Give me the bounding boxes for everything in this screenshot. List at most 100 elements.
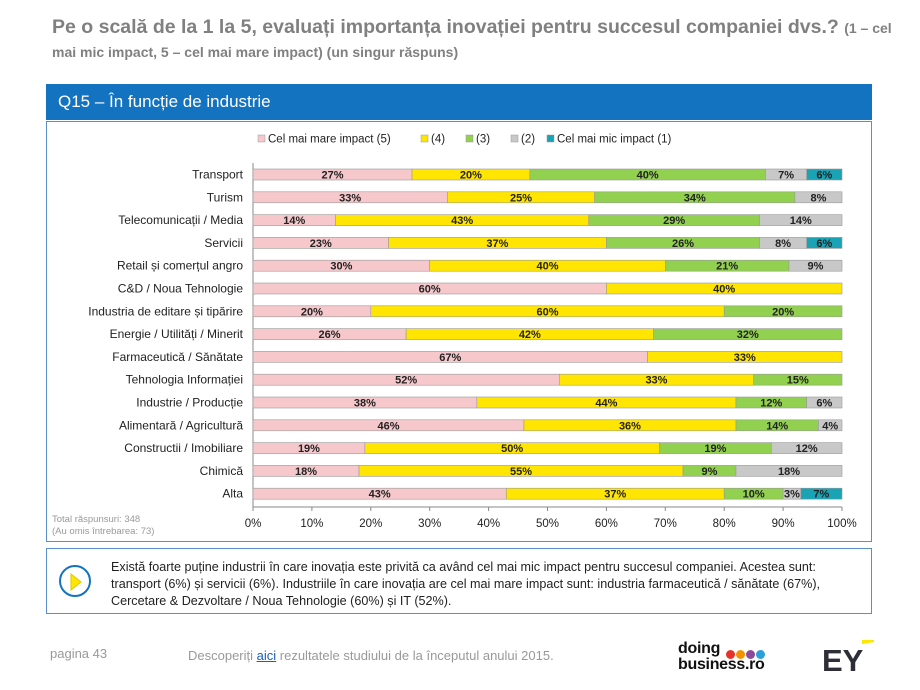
bar-segment [788, 259, 843, 272]
logo-line2: business.ro [678, 656, 765, 673]
title-sub: (1 – cel mai mic impact, 5 – cel mai mar… [52, 20, 892, 60]
footer-text-before: Descoperiți [188, 648, 257, 663]
category-label: C&D / Noua Tehnologie [118, 282, 244, 296]
response-note: Total răspunsuri: 348 (Au omis întrebare… [52, 514, 154, 538]
data-label: 15% [787, 375, 809, 387]
data-label: 6% [816, 170, 832, 182]
data-label: 40% [536, 261, 558, 273]
bar-segment [794, 191, 843, 204]
x-tick-label: 50% [536, 518, 559, 530]
x-tick-label: 80% [713, 518, 736, 530]
data-label: 60% [419, 284, 441, 296]
category-label: Constructii / Imobiliare [124, 441, 243, 455]
bar-segment [753, 373, 843, 386]
legend-label: Cel mai mare impact (5) [268, 134, 391, 146]
legend-swatch [546, 134, 555, 143]
data-label: 6% [816, 238, 832, 250]
category-label: Retail și comerțul angro [117, 259, 243, 273]
page-number: pagina 43 [50, 646, 108, 661]
data-label: 55% [510, 466, 532, 478]
logo-dot [756, 650, 765, 659]
legend-label: Cel mai mic impact (1) [557, 134, 672, 146]
bar-segment [818, 419, 843, 432]
data-label: 20% [460, 170, 482, 182]
bar-segment [806, 168, 843, 181]
bar-segment [606, 282, 843, 295]
x-tick-label: 70% [654, 518, 677, 530]
logo-dot [726, 650, 735, 659]
category-label: Alta [222, 487, 243, 501]
data-label: 67% [439, 352, 461, 364]
data-label: 23% [310, 238, 332, 250]
data-label: 9% [808, 261, 824, 273]
data-label: 6% [816, 398, 832, 410]
data-label: 19% [298, 443, 320, 455]
data-label: 32% [737, 329, 759, 341]
category-label: Servicii [204, 236, 243, 250]
page-title: Pe o scală de la 1 la 5, evaluați import… [52, 16, 892, 64]
footer-link[interactable]: aici [256, 648, 277, 663]
x-tick-label: 30% [418, 518, 441, 530]
category-label: Transport [192, 168, 244, 182]
category-label: Turism [207, 190, 243, 204]
bar-segment [723, 305, 843, 318]
bar-segment [653, 328, 843, 340]
x-tick-label: 90% [772, 518, 795, 530]
x-tick-label: 60% [595, 518, 618, 530]
data-label: 21% [716, 261, 738, 273]
data-label: 40% [637, 170, 659, 182]
data-label: 4% [822, 420, 838, 432]
section-banner: Q15 – În funcție de industrie [46, 84, 872, 120]
data-label: 19% [704, 443, 726, 455]
data-label: 30% [330, 261, 352, 273]
data-label: 29% [663, 215, 685, 227]
logo-line1: doing [678, 640, 721, 657]
stacked-bar-chart: Cel mai mare impact (5) (4) (3) (2) Cel mai … [88, 134, 856, 531]
data-label: 36% [619, 420, 641, 432]
category-label: Telecomunicații / Media [118, 213, 243, 227]
data-label: 43% [451, 215, 473, 227]
data-label: 8% [810, 192, 826, 204]
data-label: 20% [301, 306, 323, 318]
data-label: 37% [486, 238, 508, 250]
bar-segment [800, 487, 843, 500]
banner-label: Q15 – În funcție de industrie [58, 92, 271, 111]
logo-dot [746, 650, 755, 659]
data-label: 8% [775, 238, 791, 250]
category-label: Tehnologia Informației [126, 373, 243, 387]
ey-logo: EY [822, 640, 874, 678]
legend-swatch [510, 134, 519, 143]
ey-logo-text: EY [822, 643, 864, 674]
data-label: 60% [536, 306, 558, 318]
data-label: 18% [778, 466, 800, 478]
play-arrow-icon [59, 565, 91, 597]
insight-text: Există foarte puține industrii în care i… [111, 560, 821, 608]
category-label: Industria de editare și tipărire [88, 304, 243, 318]
data-label: 46% [377, 420, 399, 432]
logo-dot [736, 650, 745, 659]
doingbusiness-logo[interactable]: doing business.ro [678, 640, 774, 674]
insight-box: Există foarte puține industrii în care i… [46, 548, 872, 614]
data-label: 37% [604, 489, 626, 501]
bar-segment [771, 442, 843, 454]
bar-segment [735, 465, 843, 477]
data-label: 43% [369, 489, 391, 501]
data-label: 33% [734, 352, 756, 364]
data-label: 33% [645, 375, 667, 387]
data-label: 20% [772, 306, 794, 318]
bar-segment [759, 214, 843, 226]
data-label: 14% [766, 420, 788, 432]
data-label: 12% [760, 398, 782, 410]
data-label: 33% [339, 192, 361, 204]
footer-text-after: rezultatele studiului de la începutul an… [276, 648, 554, 663]
data-label: 18% [295, 466, 317, 478]
data-label: 7% [813, 489, 829, 501]
data-label: 40% [713, 284, 735, 296]
legend-swatch [257, 134, 266, 143]
category-label: Energie / Utilități / Minerit [110, 327, 244, 341]
x-tick-label: 100% [827, 518, 856, 530]
data-label: 26% [319, 329, 341, 341]
x-tick-label: 0% [245, 518, 262, 530]
logo-dots [726, 646, 766, 664]
footer-text: Descoperiți aici rezultatele studiului d… [188, 648, 554, 663]
